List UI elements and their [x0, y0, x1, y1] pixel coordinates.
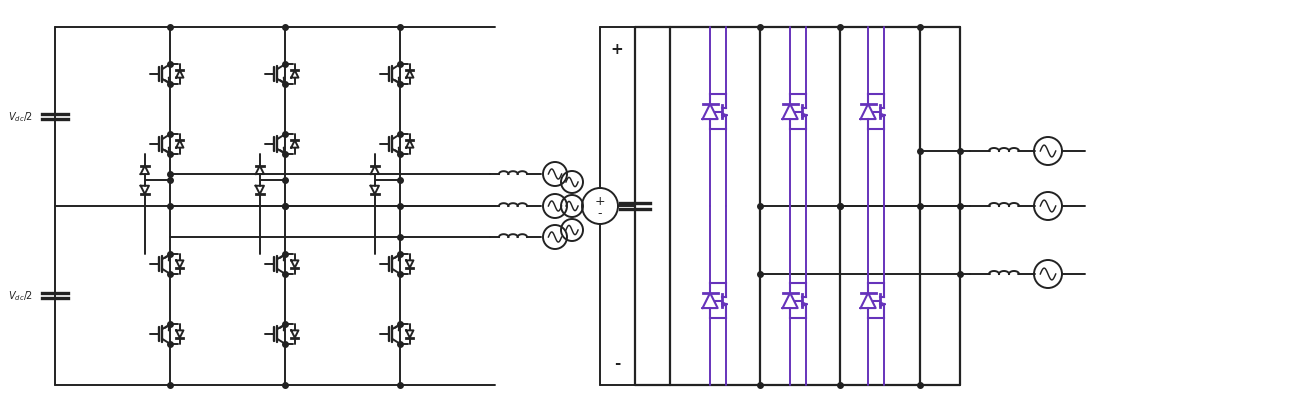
Text: -: -: [614, 356, 620, 370]
Text: $V_{dc}/2$: $V_{dc}/2$: [8, 110, 34, 124]
Text: +: +: [594, 195, 606, 208]
Text: -: -: [598, 207, 602, 220]
Text: $V_{dc}/2$: $V_{dc}/2$: [8, 289, 34, 303]
Text: +: +: [611, 43, 624, 57]
